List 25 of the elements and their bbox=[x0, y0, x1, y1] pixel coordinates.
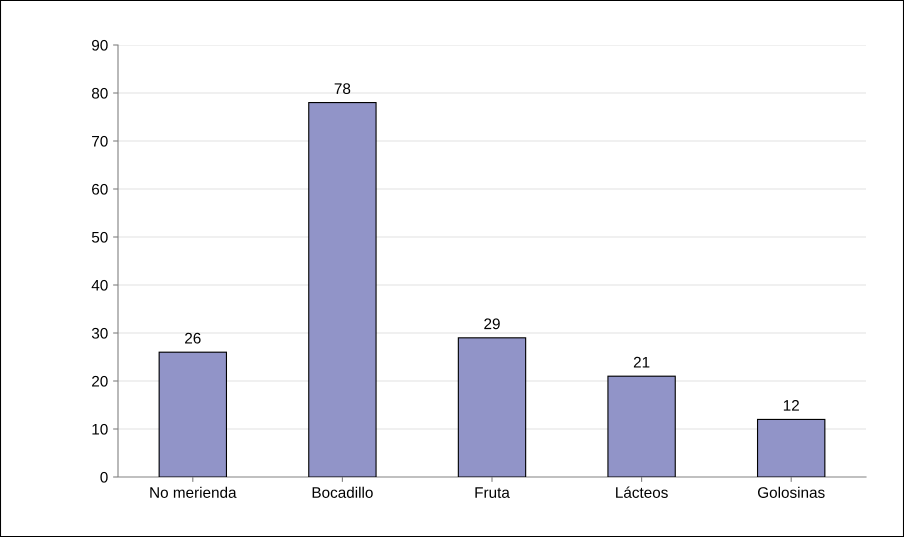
y-tick-label: 0 bbox=[100, 472, 108, 483]
y-tick-label: 80 bbox=[92, 88, 108, 99]
bar bbox=[607, 376, 676, 477]
data-label: 21 bbox=[634, 356, 650, 368]
x-tick-label: Lácteos bbox=[616, 486, 668, 498]
y-tick-label: 50 bbox=[92, 232, 108, 243]
y-tick-label: 10 bbox=[92, 424, 108, 435]
bar bbox=[756, 418, 826, 477]
y-tick-label: 70 bbox=[92, 136, 108, 147]
y-tick-label: 90 bbox=[92, 40, 108, 51]
bar bbox=[458, 337, 526, 477]
x-tick-label: Golosinas bbox=[758, 486, 825, 498]
x-tick-label: Fruta bbox=[475, 487, 510, 498]
y-tick-label: 20 bbox=[92, 376, 108, 387]
y-tick-label: 30 bbox=[92, 328, 108, 339]
bar bbox=[308, 102, 377, 477]
x-tick-label: No merienda bbox=[150, 486, 237, 498]
y-tick-label: 60 bbox=[92, 184, 108, 195]
data-label: 26 bbox=[185, 332, 201, 344]
bar bbox=[158, 352, 228, 477]
data-label: 12 bbox=[784, 400, 799, 411]
x-tick-label: Bocadillo bbox=[312, 486, 373, 498]
data-label: 29 bbox=[484, 318, 500, 330]
data-label: 78 bbox=[334, 83, 350, 94]
y-tick-label: 40 bbox=[92, 280, 108, 291]
